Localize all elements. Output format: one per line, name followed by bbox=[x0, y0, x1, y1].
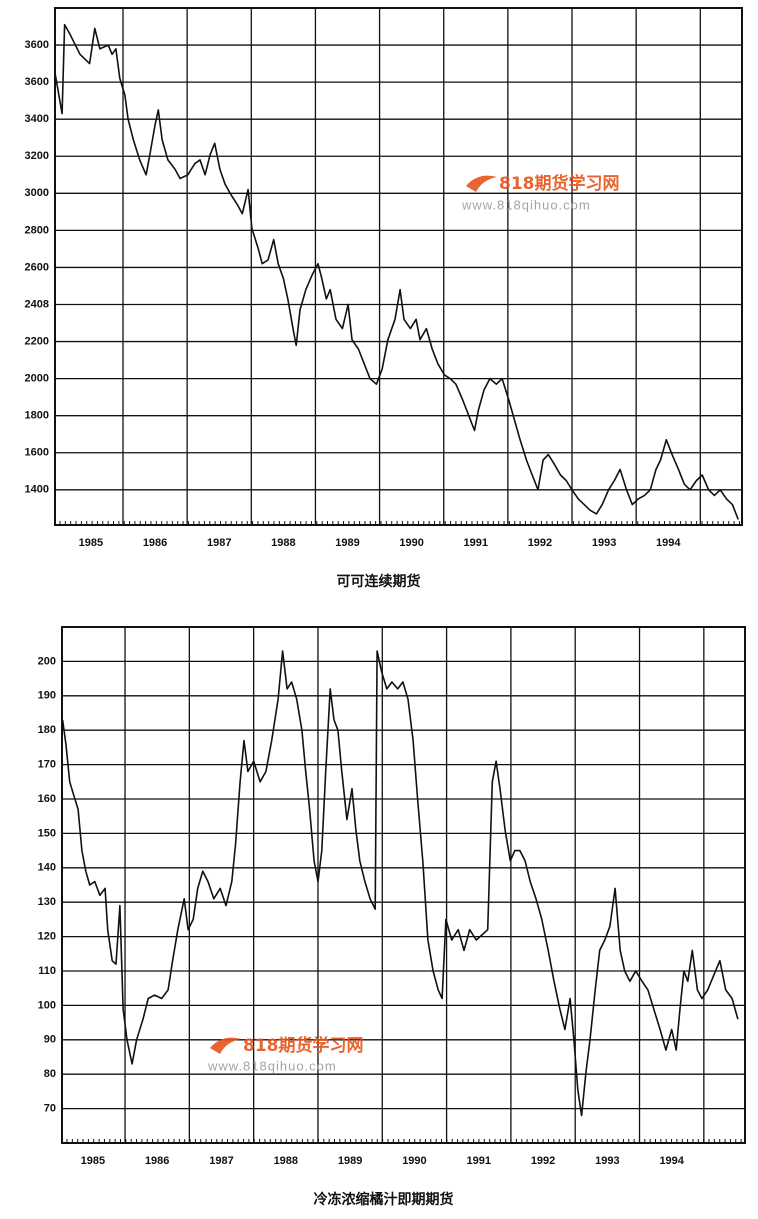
y-tick-label: 200 bbox=[38, 655, 56, 667]
y-tick-label: 170 bbox=[38, 759, 56, 771]
x-tick-label: 1990 bbox=[402, 1155, 426, 1167]
y-tick-label: 2408 bbox=[25, 298, 49, 310]
x-tick-label: 1990 bbox=[399, 537, 423, 549]
y-tick-label: 70 bbox=[44, 1103, 56, 1115]
x-tick-label: 1985 bbox=[79, 537, 103, 549]
x-tick-label: 1992 bbox=[528, 537, 552, 549]
y-tick-label: 2200 bbox=[25, 335, 49, 347]
x-tick-label: 1989 bbox=[335, 537, 359, 549]
y-tick-label: 3600 bbox=[25, 76, 49, 88]
watermark-url: www.818qihuo.com bbox=[207, 1058, 337, 1073]
price-line bbox=[61, 650, 739, 1117]
y-tick-label: 110 bbox=[38, 965, 56, 977]
watermark-url: www.818qihuo.com bbox=[461, 197, 591, 212]
y-tick-label: 130 bbox=[38, 896, 56, 908]
y-tick-label: 3600 bbox=[25, 39, 49, 51]
watermark-brand: 818期货学习网 bbox=[499, 173, 620, 194]
x-tick-label: 1986 bbox=[143, 537, 167, 549]
plot-frame bbox=[61, 626, 746, 1144]
y-tick-label: 190 bbox=[38, 690, 56, 702]
y-tick-label: 2600 bbox=[25, 261, 49, 273]
y-tick-label: 180 bbox=[38, 724, 56, 736]
y-tick-label: 2000 bbox=[25, 373, 49, 385]
watermark-brand: 818期货学习网 bbox=[243, 1035, 364, 1056]
x-tick-label: 1988 bbox=[271, 537, 295, 549]
x-tick-label: 1993 bbox=[595, 1155, 619, 1167]
x-tick-label: 1992 bbox=[531, 1155, 555, 1167]
x-tick-label: 1991 bbox=[464, 537, 488, 549]
x-tick-label: 1987 bbox=[207, 537, 231, 549]
y-tick-label: 1600 bbox=[25, 447, 49, 459]
price-line bbox=[54, 23, 739, 520]
x-tick-label: 1988 bbox=[274, 1155, 298, 1167]
chart-caption: 可可连续期货 bbox=[337, 573, 421, 590]
y-tick-label: 3200 bbox=[25, 150, 49, 162]
x-tick-label: 1994 bbox=[656, 537, 681, 549]
y-tick-label: 2800 bbox=[25, 224, 49, 236]
x-tick-label: 1987 bbox=[209, 1155, 233, 1167]
x-tick-label: 1994 bbox=[659, 1155, 684, 1167]
y-tick-label: 1800 bbox=[25, 410, 49, 422]
y-tick-label: 3000 bbox=[25, 187, 49, 199]
watermark-logo bbox=[210, 1037, 241, 1054]
chart: 70 80 90 100 110 120 130 140 150 160 170 180 190 200 1… bbox=[38, 626, 746, 1208]
chart: 1400 1600 1800 2000 2200 2408 2600 2800 3000 3200… bbox=[25, 7, 743, 590]
chart-caption: 冷冻浓缩橘汁即期期货 bbox=[314, 1191, 454, 1208]
y-tick-label: 120 bbox=[38, 931, 56, 943]
x-tick-label: 1991 bbox=[467, 1155, 491, 1167]
charts: 1400 1600 1800 2000 2200 2408 2600 2800 3000 3200… bbox=[25, 7, 746, 1208]
x-tick-label: 1985 bbox=[81, 1155, 105, 1167]
y-tick-label: 3400 bbox=[25, 113, 49, 125]
plot-frame bbox=[54, 7, 743, 526]
watermark: 818期货学习网 www.818qihuo.com 818期货学习网 www.8… bbox=[207, 173, 620, 1073]
y-tick-label: 160 bbox=[38, 793, 56, 805]
y-tick-label: 90 bbox=[44, 1034, 56, 1046]
x-tick-label: 1989 bbox=[338, 1155, 362, 1167]
y-tick-label: 150 bbox=[38, 827, 56, 839]
y-tick-label: 1400 bbox=[25, 484, 49, 496]
y-tick-label: 140 bbox=[38, 862, 56, 874]
watermark-logo bbox=[466, 175, 497, 192]
x-tick-label: 1993 bbox=[592, 537, 616, 549]
x-tick-label: 1986 bbox=[145, 1155, 169, 1167]
y-tick-label: 80 bbox=[44, 1068, 56, 1080]
y-tick-label: 100 bbox=[38, 999, 56, 1011]
